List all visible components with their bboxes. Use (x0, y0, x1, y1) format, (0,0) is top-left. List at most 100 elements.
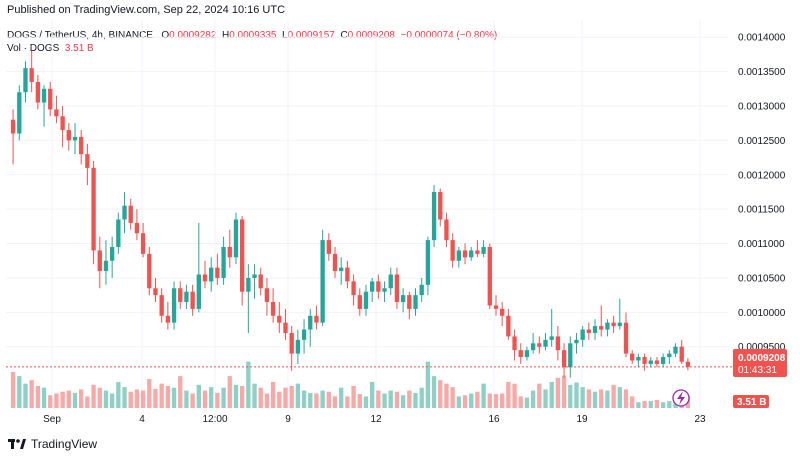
volume-bar (574, 382, 579, 408)
high-label: H (221, 30, 230, 41)
volume-bar (444, 383, 449, 408)
volume-bar (209, 387, 214, 408)
volume-bar (48, 395, 53, 408)
candle-body (128, 205, 133, 223)
price-tag: 0.0009208 01:43:31 (733, 349, 787, 377)
volume-bar (667, 401, 672, 408)
y-tick-label: 0.0011000 (738, 239, 785, 250)
candle-body (109, 246, 115, 261)
volume-bar (543, 389, 548, 408)
tradingview-logo-icon (8, 439, 26, 449)
volume-bar (66, 390, 71, 408)
volume-bar (270, 381, 276, 408)
candle-body (500, 308, 505, 316)
candle-body (370, 281, 375, 292)
volume-bar (79, 389, 84, 408)
volume-bar (345, 396, 350, 408)
open-label: O (161, 30, 170, 41)
volume-bar (339, 387, 344, 408)
volume-bar (475, 391, 480, 408)
footer[interactable]: TradingView (8, 437, 97, 451)
candle-body (283, 322, 288, 333)
volume-bar (277, 391, 282, 408)
candle-body (91, 167, 96, 251)
volume-bar (91, 384, 96, 408)
y-tick-label: 0.0013500 (738, 67, 786, 78)
volume-bar (568, 384, 573, 408)
lightning-icon[interactable] (672, 389, 690, 407)
candle-body (400, 295, 406, 303)
candle-body (605, 322, 610, 330)
candle-body (549, 336, 554, 340)
candle-body (419, 284, 424, 296)
candle-body (308, 315, 313, 330)
volume-bar (314, 393, 319, 408)
volume-label: Vol · DOGS (7, 43, 60, 54)
candle-body (85, 154, 90, 168)
volume-bar (140, 390, 146, 408)
candle-body (586, 329, 592, 333)
symbol-label: DOGS / TetherUS, 4h, BINANCE (7, 30, 153, 41)
close-label: C (340, 30, 348, 41)
candle-body (264, 288, 270, 303)
candles (10, 50, 691, 378)
candle-body (97, 250, 102, 272)
volume-bar (611, 384, 616, 408)
candle-body (673, 346, 678, 354)
candle-body (221, 246, 226, 278)
volume-bar (388, 390, 393, 408)
candle-body (388, 274, 393, 289)
price-tag-bg (733, 349, 787, 377)
volume-bar (357, 394, 362, 408)
candle-body (79, 136, 84, 155)
candle-body (642, 357, 647, 364)
published-text: Published on TradingView.com, Sep 22, 20… (7, 4, 286, 16)
volume-bar (97, 387, 102, 408)
candle-body (561, 350, 567, 368)
volume-bar (159, 383, 164, 408)
chart-grid (6, 20, 728, 408)
candle-body (314, 315, 319, 323)
candle-body (636, 357, 641, 361)
volume-legend: Vol · DOGS 3.51 B (7, 43, 94, 54)
volume-bar (487, 393, 492, 408)
candle-body (660, 357, 666, 364)
candle-body (654, 360, 660, 364)
candle-body (580, 329, 585, 340)
x-tick-label: 12:00 (202, 414, 227, 425)
volume-bar (308, 392, 313, 408)
candle-body (246, 277, 251, 292)
price-tag-value: 0.0009208 (738, 353, 786, 364)
candle-body (530, 343, 536, 351)
volume-value: 3.51 B (64, 43, 94, 54)
volume-bar (400, 395, 406, 408)
candle-body (134, 222, 140, 234)
candle-body (17, 92, 22, 134)
close-value: 0.0009208 (347, 30, 395, 41)
candle-body (326, 240, 331, 254)
candle-body (425, 240, 431, 285)
candle-body (103, 260, 109, 272)
price-axis: 0.0014000 0.0013500 0.0013000 0.0012500 0.00… (738, 33, 786, 354)
candle-body (258, 274, 263, 289)
candle-body (270, 302, 276, 316)
candle-body (171, 288, 177, 323)
candle-body (277, 315, 282, 323)
candle-body (48, 88, 53, 110)
volume-bar (623, 389, 629, 408)
candle-body (159, 295, 164, 316)
volume-bar (85, 396, 90, 408)
candle-body (357, 295, 362, 309)
x-tick-label: Sep (43, 414, 61, 425)
candle-body (599, 326, 604, 330)
candle-body (623, 322, 629, 354)
volume-bar (239, 385, 245, 408)
volume-bar (295, 383, 301, 408)
volume-bar (555, 377, 561, 408)
candle-body (431, 191, 437, 241)
volume-bar (171, 387, 177, 408)
candle-body (630, 353, 635, 361)
volume-bar (518, 396, 523, 408)
candle-body (685, 361, 691, 367)
